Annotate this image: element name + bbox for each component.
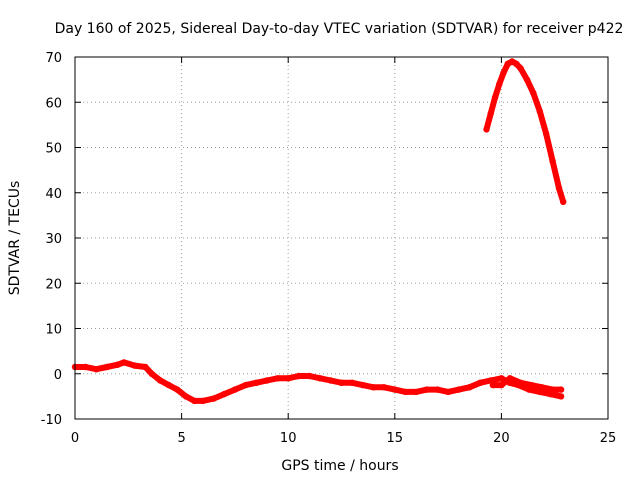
data-point bbox=[114, 361, 121, 368]
y-tick-label: 10 bbox=[45, 323, 62, 338]
data-point bbox=[500, 69, 507, 77]
y-tick-label: 30 bbox=[45, 232, 62, 247]
data-point bbox=[557, 386, 565, 393]
y-tick-label: 20 bbox=[45, 277, 62, 292]
data-point bbox=[444, 388, 452, 396]
data-point bbox=[82, 363, 89, 371]
data-point bbox=[489, 381, 497, 389]
data-point bbox=[120, 359, 128, 366]
y-tick-label: 70 bbox=[45, 51, 62, 66]
y-axis-label: SDTVAR / TECUs bbox=[7, 181, 23, 296]
data-point bbox=[491, 94, 499, 101]
x-tick-label: 15 bbox=[387, 431, 404, 446]
data-point bbox=[496, 80, 503, 88]
data-point bbox=[93, 366, 100, 373]
data-point bbox=[528, 381, 535, 389]
axis-ticks: 0 5 10 15 20 25 -10 0 10 20 30 40 50 60 70 bbox=[41, 51, 617, 446]
data-point bbox=[560, 198, 567, 205]
y-tick-label: 40 bbox=[45, 187, 62, 202]
data-point bbox=[530, 90, 537, 97]
data-point bbox=[165, 381, 172, 389]
data-point bbox=[221, 390, 228, 398]
data-point bbox=[370, 384, 377, 391]
plot-frame bbox=[74, 56, 609, 420]
x-tick-label: 25 bbox=[600, 431, 617, 446]
x-tick-label: 0 bbox=[71, 431, 79, 446]
data-point bbox=[253, 379, 260, 386]
data-point bbox=[103, 363, 111, 371]
data-point bbox=[242, 381, 249, 389]
data-point bbox=[523, 76, 531, 83]
data-point bbox=[423, 386, 430, 393]
data-point bbox=[191, 397, 198, 405]
data-point bbox=[380, 384, 388, 391]
data-point bbox=[402, 388, 409, 396]
data-point bbox=[513, 60, 520, 67]
data-point bbox=[517, 65, 524, 72]
data-point bbox=[274, 375, 281, 382]
data-point bbox=[199, 397, 207, 405]
data-point bbox=[317, 375, 324, 382]
data-point bbox=[517, 379, 524, 386]
data-point bbox=[549, 386, 556, 393]
data-point bbox=[148, 370, 155, 377]
data-point bbox=[538, 384, 546, 391]
data-point bbox=[476, 379, 484, 386]
x-axis-label: GPS time / hours bbox=[281, 458, 398, 474]
x-tick-label: 10 bbox=[280, 431, 297, 446]
data-point bbox=[483, 126, 490, 133]
data-point bbox=[327, 377, 334, 384]
data-point bbox=[285, 375, 292, 382]
data-point bbox=[543, 130, 550, 138]
data-point bbox=[555, 185, 563, 192]
data-point bbox=[131, 362, 138, 369]
data-point bbox=[557, 393, 565, 400]
data-point bbox=[549, 157, 556, 165]
data-point bbox=[506, 375, 514, 382]
data-point bbox=[231, 386, 239, 393]
data-point bbox=[182, 393, 190, 400]
data-point bbox=[306, 372, 313, 380]
y-tick-label: 60 bbox=[45, 96, 62, 111]
data-point bbox=[466, 384, 473, 391]
data-point bbox=[210, 395, 217, 402]
chart-title: Day 160 of 2025, Sidereal Day-to-day VTE… bbox=[55, 21, 624, 37]
data-point bbox=[536, 108, 543, 115]
data-point bbox=[498, 375, 505, 382]
data-point bbox=[412, 388, 420, 396]
data-point bbox=[338, 379, 345, 386]
grid-lines bbox=[75, 57, 608, 419]
data-point bbox=[142, 363, 149, 371]
data-point bbox=[174, 386, 181, 393]
y-tick-label: 0 bbox=[54, 368, 62, 383]
x-tick-label: 5 bbox=[177, 431, 185, 446]
data-point bbox=[295, 372, 303, 380]
data-point bbox=[487, 110, 494, 117]
data-point bbox=[434, 386, 441, 393]
data-point bbox=[349, 379, 356, 386]
y-tick-label: -10 bbox=[41, 413, 62, 428]
data-point bbox=[157, 377, 164, 384]
data-point bbox=[498, 381, 505, 389]
data-point bbox=[263, 377, 271, 384]
y-tick-label: 50 bbox=[45, 142, 62, 157]
x-tick-label: 20 bbox=[493, 431, 510, 446]
data-point bbox=[359, 381, 366, 389]
data-point bbox=[455, 386, 462, 393]
data-point bbox=[391, 386, 398, 393]
data-series bbox=[71, 58, 567, 405]
